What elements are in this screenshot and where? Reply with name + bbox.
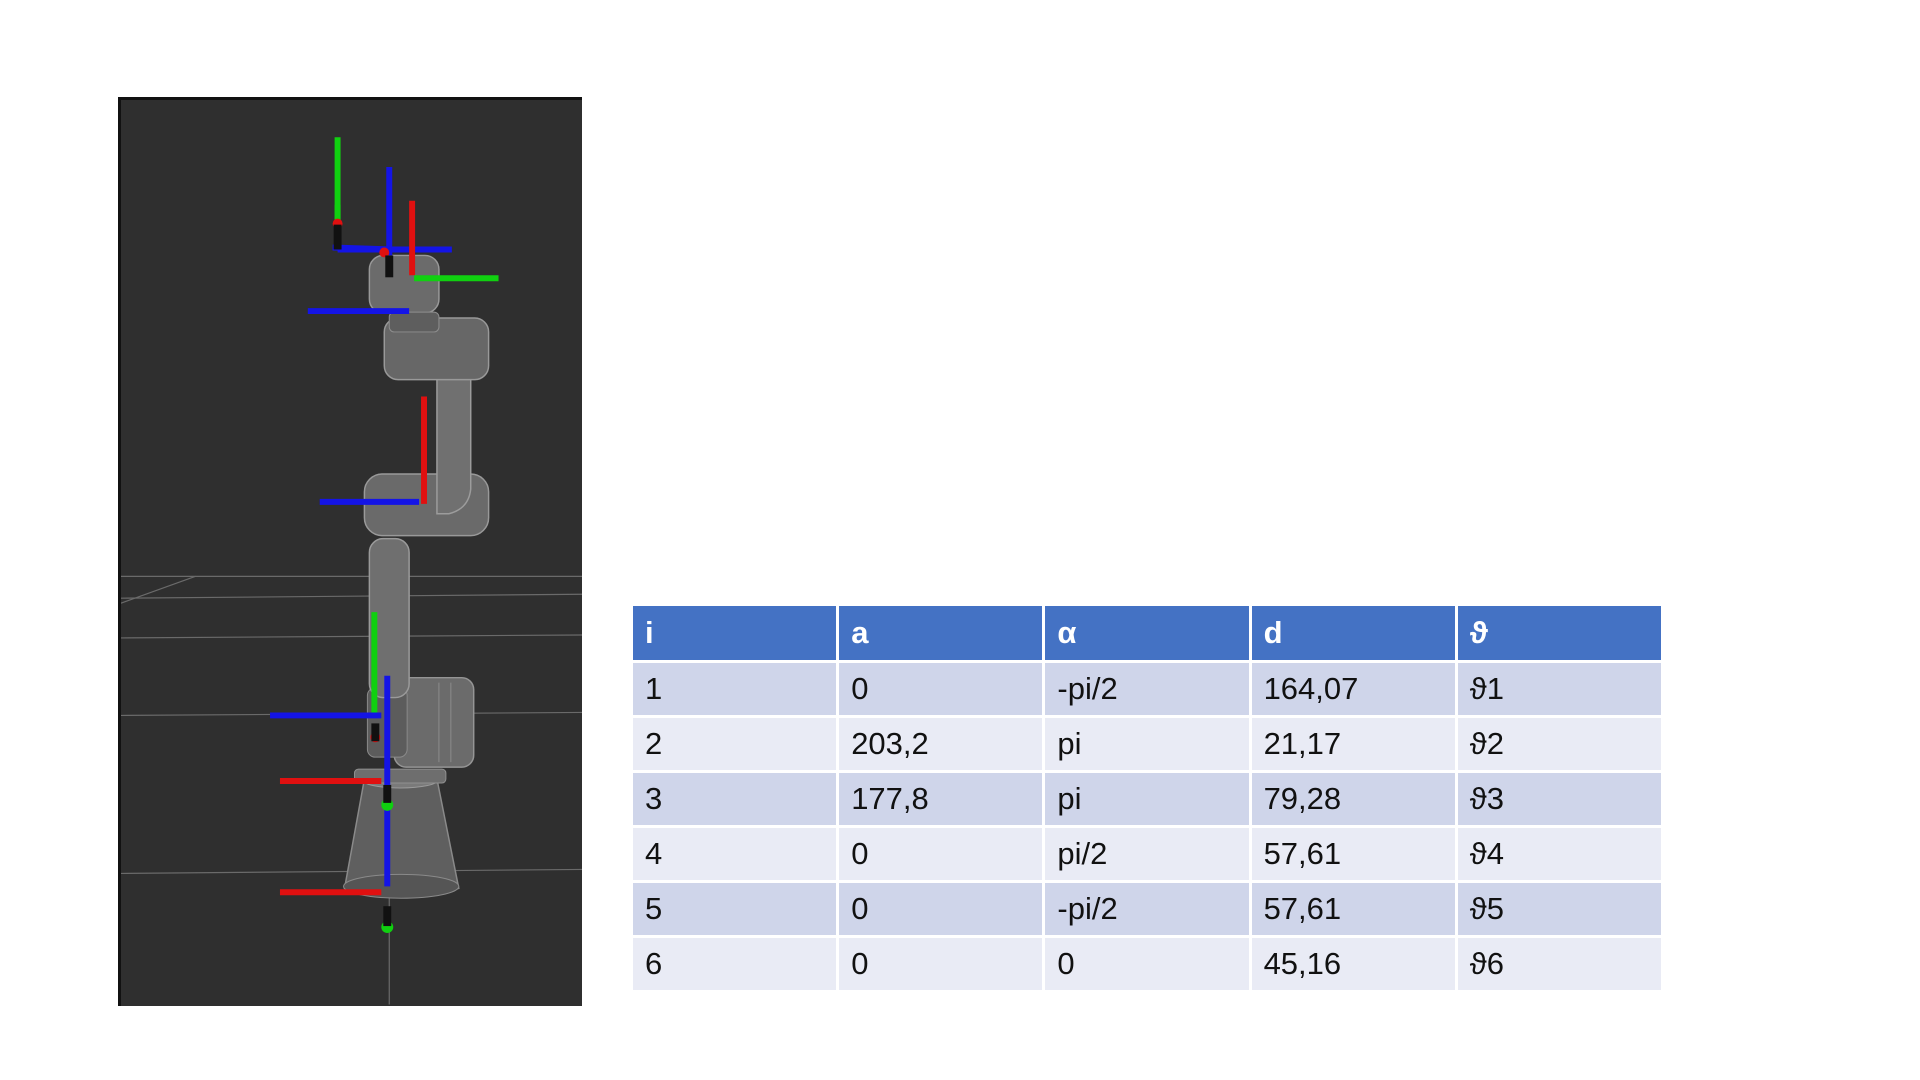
cell-alpha: -pi/2 <box>1045 663 1249 715</box>
cell-a: 177,8 <box>839 773 1043 825</box>
header-a: a <box>839 606 1043 660</box>
cell-i: 2 <box>633 718 837 770</box>
cell-i: 5 <box>633 883 837 935</box>
cell-a: 0 <box>839 663 1043 715</box>
cell-i: 1 <box>633 663 837 715</box>
cell-theta: ϑ2 <box>1457 718 1661 770</box>
cell-i: 4 <box>633 828 837 880</box>
cell-alpha: pi <box>1045 718 1249 770</box>
cell-theta: ϑ4 <box>1457 828 1661 880</box>
table-row: 2 203,2 pi 21,17 ϑ2 <box>633 718 1661 770</box>
table-row: 5 0 -pi/2 57,61 ϑ5 <box>633 883 1661 935</box>
cell-i: 6 <box>633 938 837 990</box>
cell-alpha: -pi/2 <box>1045 883 1249 935</box>
header-alpha: α <box>1045 606 1249 660</box>
cell-theta: ϑ3 <box>1457 773 1661 825</box>
cell-a: 0 <box>839 938 1043 990</box>
dh-parameter-table: i a α d ϑ 1 0 -pi/2 164,07 ϑ1 2 203,2 pi… <box>630 603 1664 993</box>
header-d: d <box>1251 606 1455 660</box>
table-row: 3 177,8 pi 79,28 ϑ3 <box>633 773 1661 825</box>
cell-d: 79,28 <box>1251 773 1455 825</box>
cell-i: 3 <box>633 773 837 825</box>
robot-upper-arm <box>436 349 472 515</box>
table-header-row: i a α d ϑ <box>633 606 1661 660</box>
table-row: 4 0 pi/2 57,61 ϑ4 <box>633 828 1661 880</box>
cell-alpha: 0 <box>1045 938 1249 990</box>
cell-a: 0 <box>839 828 1043 880</box>
cell-a: 203,2 <box>839 718 1043 770</box>
cell-d: 57,61 <box>1251 883 1455 935</box>
cell-a: 0 <box>839 883 1043 935</box>
joint-origins <box>332 218 394 934</box>
joint-frames <box>270 137 499 896</box>
table-row: 1 0 -pi/2 164,07 ϑ1 <box>633 663 1661 715</box>
cell-d: 21,17 <box>1251 718 1455 770</box>
cell-theta: ϑ6 <box>1457 938 1661 990</box>
robot-3d-viewport[interactable] <box>118 97 582 1006</box>
header-i: i <box>633 606 837 660</box>
cell-d: 57,61 <box>1251 828 1455 880</box>
robot-base <box>343 768 460 899</box>
cell-alpha: pi/2 <box>1045 828 1249 880</box>
header-theta: ϑ <box>1457 606 1661 660</box>
cell-theta: ϑ5 <box>1457 883 1661 935</box>
cell-theta: ϑ1 <box>1457 663 1661 715</box>
cell-d: 45,16 <box>1251 938 1455 990</box>
table-row: 6 0 0 45,16 ϑ6 <box>633 938 1661 990</box>
robot-scene <box>121 137 582 1005</box>
cell-d: 164,07 <box>1251 663 1455 715</box>
ground-grid <box>121 575 582 1005</box>
cell-alpha: pi <box>1045 773 1249 825</box>
